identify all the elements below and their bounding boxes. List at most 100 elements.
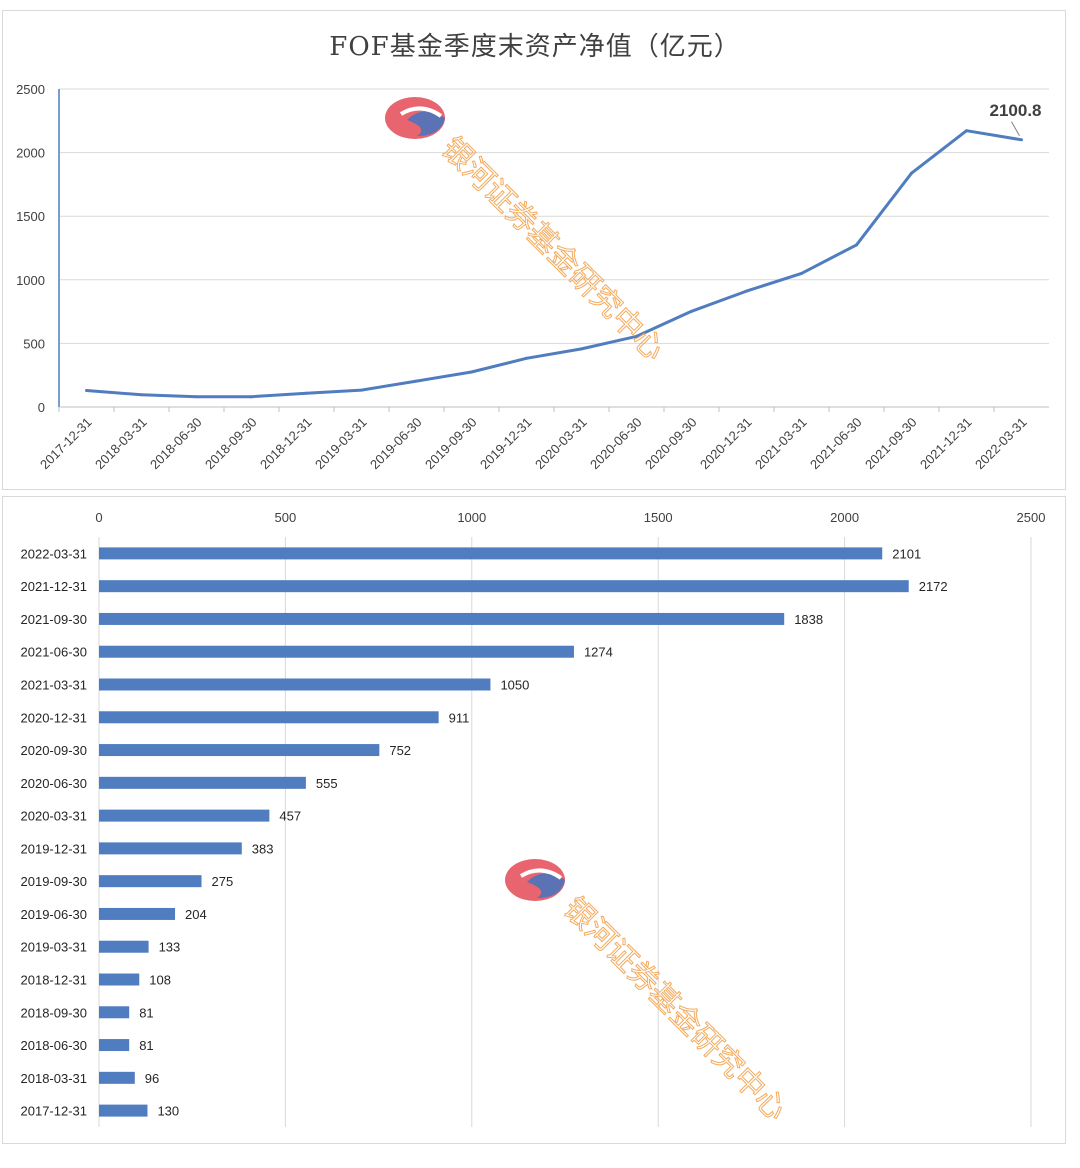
bar-value-label: 1838 <box>794 612 823 627</box>
bar <box>99 809 270 822</box>
x-tick-label: 500 <box>275 510 297 525</box>
bar <box>99 711 439 724</box>
line-gridlines <box>58 88 1049 408</box>
x-tick-label: 2500 <box>1017 510 1046 525</box>
bar-value-label: 555 <box>316 776 338 791</box>
x-tick-label: 2020-06-30 <box>587 415 645 473</box>
data-point <box>525 356 528 360</box>
category-label: 2018-09-30 <box>21 1005 88 1020</box>
x-tick-label: 0 <box>95 510 102 525</box>
data-point <box>195 395 198 399</box>
category-label: 2018-06-30 <box>21 1038 88 1053</box>
y-tick-label: 1000 <box>16 273 45 288</box>
data-point <box>690 309 693 313</box>
data-point <box>745 289 748 293</box>
bar-value-label: 130 <box>157 1104 179 1119</box>
x-tick-label: 2019-09-30 <box>422 415 480 473</box>
category-label: 2020-09-30 <box>21 743 88 758</box>
bar-gridlines <box>98 537 1032 1127</box>
x-tick-label: 2019-06-30 <box>367 415 425 473</box>
bar <box>99 875 202 888</box>
data-point <box>415 379 418 383</box>
bar-value-label: 2172 <box>919 579 948 594</box>
category-label: 2019-03-31 <box>21 940 88 955</box>
x-tick-label: 2018-09-30 <box>202 415 260 473</box>
bar <box>99 842 242 855</box>
y-tick-label: 0 <box>38 400 45 415</box>
category-label: 2021-12-31 <box>21 579 88 594</box>
bar-value-label: 204 <box>185 907 207 922</box>
line-callout: 2100.8 <box>990 101 1042 137</box>
callout-leader <box>1011 121 1020 137</box>
line-y-axis: 0 500 1000 1500 2000 2500 <box>16 82 45 415</box>
category-label: 2019-12-31 <box>21 841 88 856</box>
data-point <box>965 129 968 133</box>
x-tick-label: 2018-12-31 <box>257 415 315 473</box>
bar-value-label: 275 <box>212 874 234 889</box>
bar-value-label: 1274 <box>584 645 613 660</box>
bar <box>99 645 574 658</box>
callout-label: 2100.8 <box>990 101 1042 120</box>
data-point <box>855 243 858 247</box>
y-tick-label: 1500 <box>16 209 45 224</box>
x-tick-label: 2021-12-31 <box>917 415 975 473</box>
bar-value-label: 457 <box>279 809 301 824</box>
data-point <box>305 391 308 395</box>
x-tick-label: 2017-12-31 <box>37 415 95 473</box>
bar <box>99 678 491 691</box>
bar <box>99 973 140 986</box>
data-point <box>470 370 473 374</box>
data-point <box>360 388 363 392</box>
category-label: 2021-09-30 <box>21 612 88 627</box>
category-label: 2021-06-30 <box>21 645 88 660</box>
bar <box>99 940 149 953</box>
y-tick-label: 500 <box>23 336 45 351</box>
x-tick-label: 2018-06-30 <box>147 415 205 473</box>
bar <box>99 776 306 789</box>
bar <box>99 580 909 593</box>
x-tick-label: 2000 <box>830 510 859 525</box>
data-point <box>580 347 583 351</box>
x-tick-label: 2022-03-31 <box>972 415 1030 473</box>
data-point <box>140 393 143 397</box>
data-point <box>85 388 88 392</box>
x-tick-label: 2021-09-30 <box>862 415 920 473</box>
bar-value-label: 96 <box>145 1071 159 1086</box>
category-label: 2019-09-30 <box>21 874 88 889</box>
bar-value-label: 911 <box>449 710 470 725</box>
line-chart-panel: FOF基金季度末资产净值（亿元） 0 500 1000 1500 2000 2500 20… <box>2 10 1066 490</box>
bar-value-label: 81 <box>139 1038 153 1053</box>
bar-value-label: 1050 <box>500 678 529 693</box>
x-tick-label: 2021-03-31 <box>752 415 810 473</box>
x-tick-label: 2019-12-31 <box>477 415 535 473</box>
line-x-axis: 2017-12-312018-03-312018-06-302018-09-30… <box>37 407 1030 472</box>
category-label: 2018-12-31 <box>21 973 88 988</box>
x-tick-label: 2021-06-30 <box>807 415 865 473</box>
bar-series: 2022-03-31 2101 2021-12-31 2172 2021-09-30 18… <box>21 546 948 1118</box>
bar-chart-panel: 0 500 1000 1500 2000 2500 2022-03-31 2101 2021-… <box>2 496 1066 1144</box>
x-tick-label: 1500 <box>644 510 673 525</box>
x-tick-label: 2018-03-31 <box>92 415 150 473</box>
data-point <box>635 334 638 338</box>
category-label: 2017-12-31 <box>21 1104 88 1119</box>
bar <box>99 1039 130 1052</box>
category-label: 2021-03-31 <box>21 678 88 693</box>
bar <box>99 1006 130 1019</box>
x-tick-label: 2020-12-31 <box>697 415 755 473</box>
data-point <box>1020 138 1023 142</box>
data-point <box>250 395 253 399</box>
bar-value-label: 2101 <box>892 546 921 561</box>
category-label: 2018-03-31 <box>21 1071 88 1086</box>
bar-x-axis: 0 500 1000 1500 2000 2500 <box>95 510 1045 525</box>
x-tick-label: 2020-09-30 <box>642 415 700 473</box>
bar <box>99 907 176 920</box>
bar-value-label: 752 <box>389 743 411 758</box>
bar <box>99 612 785 625</box>
category-label: 2019-06-30 <box>21 907 88 922</box>
bar <box>99 1104 148 1117</box>
line-chart: FOF基金季度末资产净值（亿元） 0 500 1000 1500 2000 2500 20… <box>16 32 1049 472</box>
x-tick-label: 1000 <box>457 510 486 525</box>
y-tick-label: 2000 <box>16 146 45 161</box>
chart-title: FOF基金季度末资产净值（亿元） <box>329 32 740 62</box>
data-point <box>910 171 913 175</box>
